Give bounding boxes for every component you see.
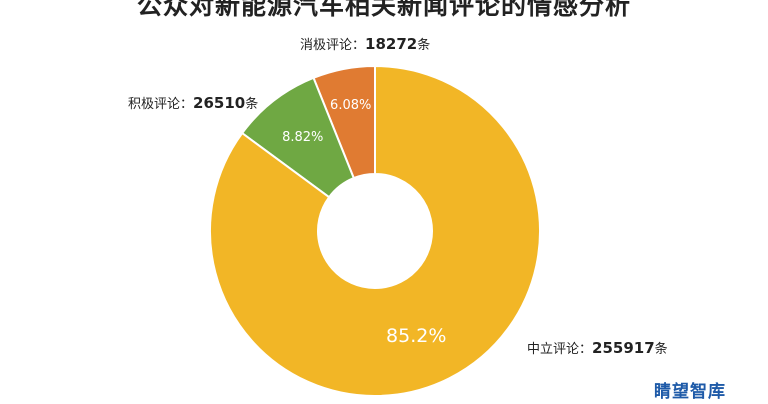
callout-positive-count: 26510 [193, 94, 246, 112]
callout-neutral: 中立评论：255917条 [527, 338, 668, 357]
callout-negative-unit: 条 [417, 38, 431, 53]
callout-positive: 积极评论：26510条 [128, 93, 258, 112]
callout-neutral-count: 255917 [592, 339, 655, 357]
slice-3-percent-label: 85.2% [386, 325, 446, 347]
callout-negative-count: 18272 [365, 35, 418, 53]
callout-positive-unit: 条 [245, 97, 259, 112]
callout-negative-label: 消极评论： [300, 38, 366, 53]
callout-neutral-label: 中立评论： [527, 342, 593, 357]
slice-1-percent-label: 6.08% [330, 98, 371, 113]
chart-title: 公众对新能源汽车相关新闻评论的情感分析 [136, 0, 631, 20]
callout-positive-label: 积极评论： [128, 97, 194, 112]
slice-2-percent-label: 8.82% [282, 130, 323, 145]
slice-3 [209, 64, 541, 397]
watermark-logo: 睛望智库 [654, 382, 726, 402]
callout-neutral-unit: 条 [654, 342, 668, 357]
callout-negative: 消极评论：18272条 [300, 34, 430, 53]
